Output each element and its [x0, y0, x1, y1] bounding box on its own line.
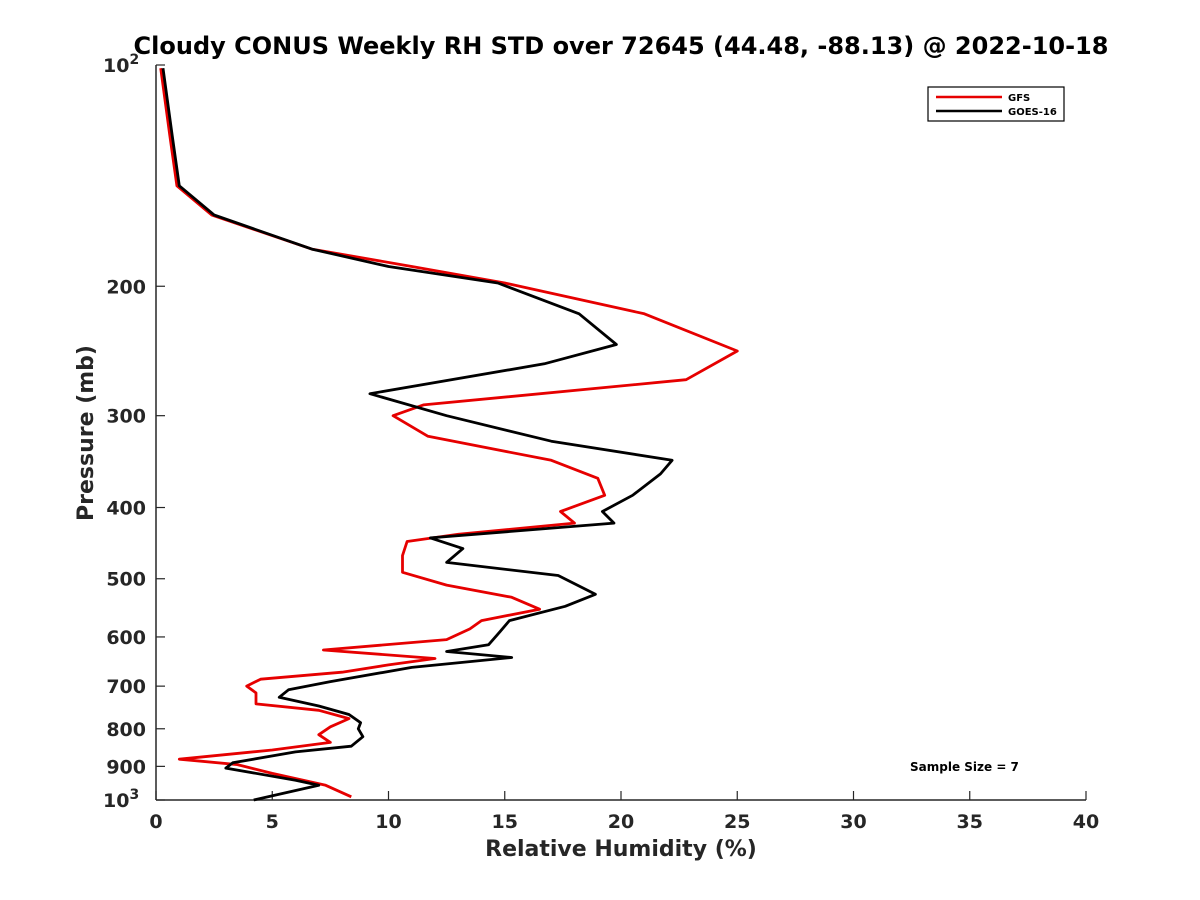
x-ticks: 0 5 10 15 20 25 30 35 40 [149, 791, 1099, 833]
y-tick-label: 400 [106, 498, 146, 520]
sample-size-annotation: Sample Size = 7 [910, 760, 1019, 774]
y-tick-label: 600 [106, 627, 146, 649]
y-tick-label: 300 [106, 406, 146, 428]
y-tick-label: 103 [103, 787, 139, 812]
y-tick-label: 700 [106, 676, 146, 698]
y-tick-label: 900 [106, 756, 146, 778]
x-tick-label: 15 [492, 811, 518, 833]
chart-title: Cloudy CONUS Weekly RH STD over 72645 (4… [134, 32, 1109, 60]
x-tick-label: 35 [957, 811, 983, 833]
x-axis-label: Relative Humidity (%) [485, 837, 757, 862]
y-ticks: 102 200 300 400 500 600 700 800 900 103 [103, 52, 165, 812]
y-tick-label: 102 [103, 52, 139, 77]
x-tick-label: 5 [266, 811, 279, 833]
y-axis-label: Pressure (mb) [74, 345, 99, 521]
x-tick-label: 10 [375, 811, 401, 833]
x-tick-label: 25 [724, 811, 750, 833]
x-tick-label: 40 [1073, 811, 1099, 833]
legend-label-goes16: GOES-16 [1008, 107, 1057, 118]
x-tick-label: 30 [840, 811, 866, 833]
legend: GFS GOES-16 [927, 86, 1065, 122]
y-tick-label: 500 [106, 569, 146, 591]
legend-label-gfs: GFS [1008, 93, 1030, 104]
y-tick-label: 200 [106, 276, 146, 298]
x-tick-label: 20 [608, 811, 634, 833]
series-line-gfs [159, 68, 739, 799]
series-line-goes16 [161, 68, 674, 802]
series-lines [159, 68, 739, 802]
legend-box [927, 86, 1065, 122]
x-tick-label: 0 [149, 811, 162, 833]
y-tick-label: 800 [106, 719, 146, 741]
